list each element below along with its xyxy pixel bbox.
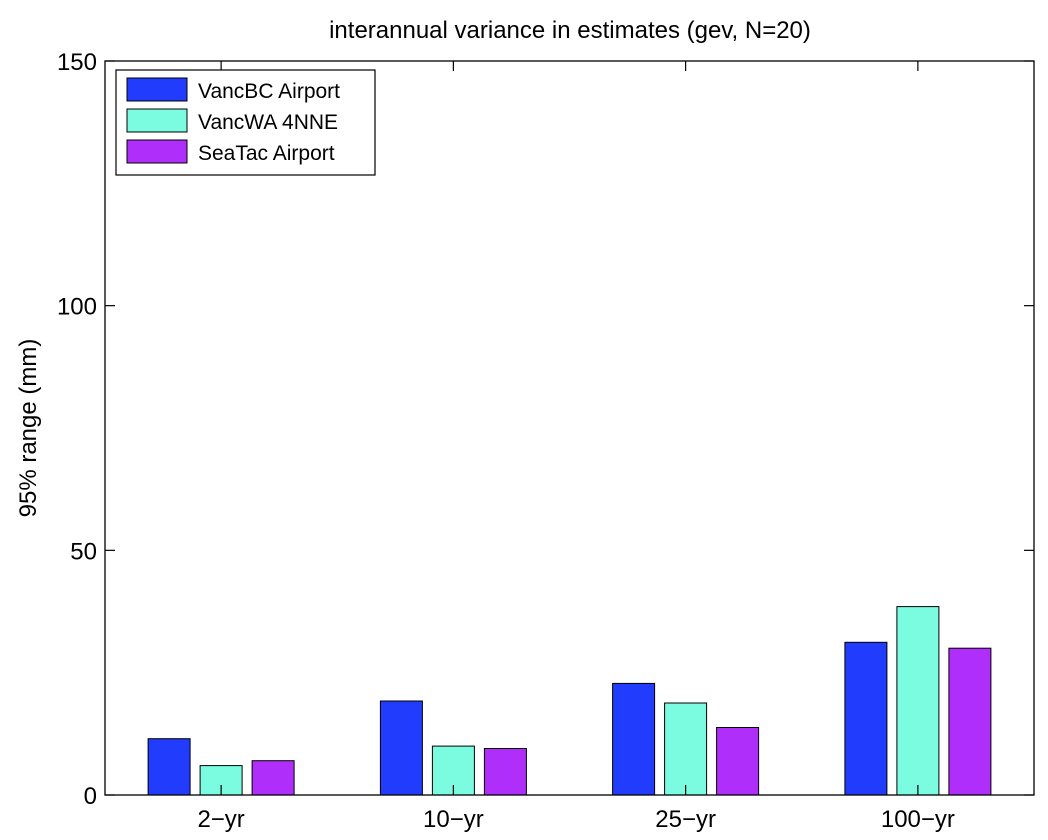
y-tick-label: 0 [84,783,97,810]
bar [147,738,191,796]
axes-frame [104,60,1035,796]
legend-swatch [126,108,188,133]
legend-label: VancBC Airport [198,80,340,103]
y-tick-label: 150 [57,49,97,76]
legend-swatch [126,77,188,102]
legend-label: VancWA 4NNE [198,111,338,134]
x-tick-label: 25−yr [655,806,716,833]
plot-area: 0 50 100 150 2−yr 10−yr 25−yr 100−yr [57,49,1035,833]
legend-label: SeaTac Airport [198,142,335,165]
bar [483,748,527,796]
x-tick-label: 100−yr [881,806,955,833]
y-tick-label: 100 [57,294,97,321]
bar [251,760,295,796]
chart-title: interannual variance in estimates (gev, … [329,17,811,44]
bar [664,702,708,796]
y-tick-label: 50 [70,538,97,565]
legend-swatch [126,139,188,164]
bar [612,682,656,796]
bar [379,700,423,796]
x-tick-label: 10−yr [423,806,484,833]
bar [896,606,940,796]
bar [716,727,760,796]
legend: VancBC Airport VancWA 4NNE SeaTac Airport [115,69,376,176]
bar [844,641,888,796]
y-axis-label: 95% range (mm) [15,339,42,518]
bar [948,647,992,796]
x-tick-label: 2−yr [197,806,244,833]
